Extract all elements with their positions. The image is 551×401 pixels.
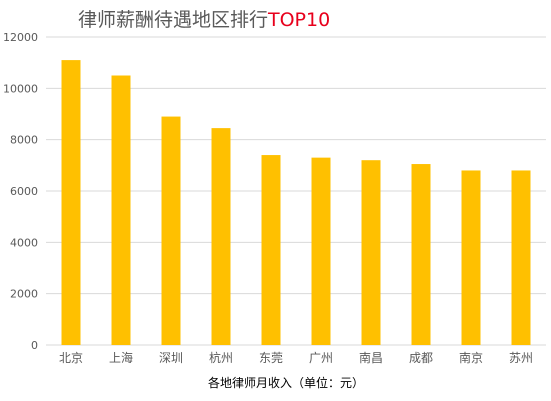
x-axis-label: 各地律师月收入（单位：元） xyxy=(208,375,364,390)
x-category-label: 南京 xyxy=(459,350,483,365)
bar-7 xyxy=(411,164,431,345)
x-category-label: 广州 xyxy=(309,351,333,365)
x-category-label: 东莞 xyxy=(259,351,283,365)
y-tick-label: 0 xyxy=(31,339,38,352)
bar-5 xyxy=(311,157,331,345)
x-category-label: 苏州 xyxy=(509,351,533,365)
chart-title-accent: TOP10 xyxy=(267,9,330,31)
y-tick-label: 8000 xyxy=(10,134,38,147)
bar-9 xyxy=(511,170,531,345)
bar-1 xyxy=(111,75,131,345)
bar-2 xyxy=(161,116,181,345)
bar-6 xyxy=(361,160,381,345)
bar-3 xyxy=(211,128,231,345)
y-tick-label: 4000 xyxy=(10,236,38,249)
x-category-label: 深圳 xyxy=(159,351,183,365)
x-category-label: 南昌 xyxy=(359,350,383,365)
x-category-label: 杭州 xyxy=(209,350,233,365)
y-tick-label: 10000 xyxy=(3,82,38,95)
bar-0 xyxy=(61,60,81,345)
bar-8 xyxy=(461,170,481,345)
x-category-label: 北京 xyxy=(59,351,83,365)
y-axis-ticks: 0 2000 4000 6000 8000 10000 12000 xyxy=(3,31,38,352)
y-tick-label: 6000 xyxy=(10,185,38,198)
x-category-label: 成都 xyxy=(409,351,433,365)
x-category-label: 上海 xyxy=(109,350,133,365)
y-tick-label: 2000 xyxy=(10,288,38,301)
x-axis-categories: 北京 上海 深圳 杭州 东莞 广州 南昌 成都 南京 苏州 xyxy=(59,350,533,365)
bars xyxy=(61,60,531,345)
chart-title: 律师薪酬待遇地区排行 xyxy=(78,9,268,31)
y-tick-label: 12000 xyxy=(3,31,38,44)
bar-4 xyxy=(261,155,281,345)
